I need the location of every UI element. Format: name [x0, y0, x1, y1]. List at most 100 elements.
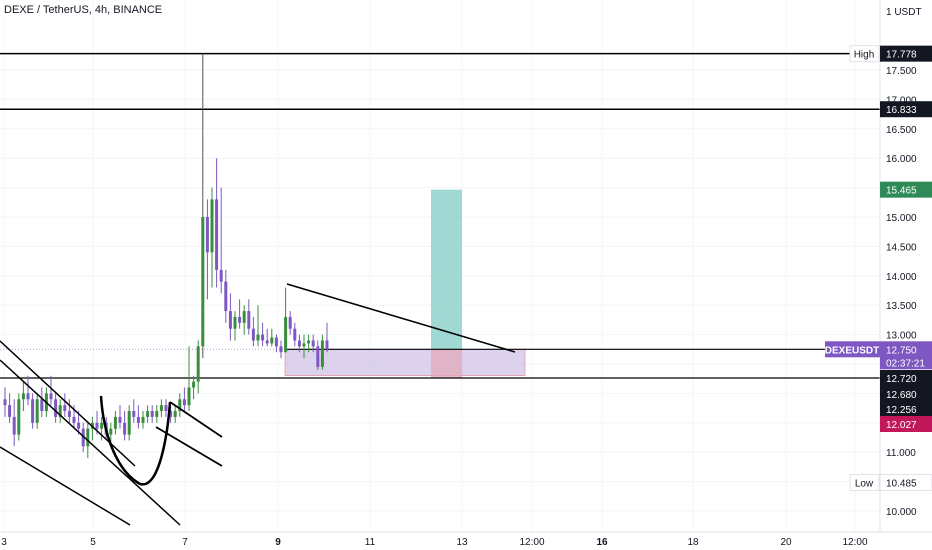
candle-body [274, 337, 278, 347]
down-trendline [0, 359, 181, 526]
time-tick-label: 16 [596, 537, 608, 548]
High-price-value: 17.778 [886, 50, 917, 61]
candle-body [127, 411, 131, 435]
trend-drawings [0, 283, 516, 526]
support-1-price-label-bg [880, 370, 932, 386]
price-tick-label: 14.000 [886, 272, 917, 283]
candle-body [113, 416, 117, 429]
candle-body [141, 416, 145, 423]
target-zone [431, 189, 462, 350]
time-tick-label: 7 [182, 537, 188, 548]
triangle-resistance-line [286, 283, 516, 353]
support-1-price-value: 12.720 [886, 374, 917, 385]
candle-body [320, 340, 324, 367]
flag-line [155, 426, 223, 467]
candle-body [178, 399, 182, 412]
time-axis[interactable]: 3 5 7 9 11 13 12:00 16 18 20 12:00 [0, 531, 932, 548]
candle-body [182, 399, 186, 406]
time-tick-label: 13 [456, 537, 468, 548]
support-zone [284, 349, 526, 377]
candle-body [136, 416, 140, 423]
countdown-timer: 02:37:21 [886, 358, 925, 369]
candle-body [109, 428, 113, 435]
grid-lines [0, 0, 880, 532]
candle-body [293, 328, 297, 341]
price-tick-label: 17.500 [886, 66, 917, 77]
candle-body [67, 411, 71, 417]
candle-body [307, 340, 311, 344]
flag-line [169, 401, 223, 438]
time-tick-label: 20 [780, 537, 792, 548]
price-tick-label: 17.000 [886, 95, 917, 106]
candle-body [12, 416, 16, 435]
time-tick-label: 12:00 [842, 537, 867, 548]
candle-body [146, 411, 150, 417]
price-tick-label: 13.500 [886, 301, 917, 312]
symbol-tag: DEXEUSDT [825, 345, 879, 356]
candle-body [242, 311, 246, 323]
candle-body [279, 346, 283, 353]
High-price-label-bg [880, 45, 932, 62]
High-tag-bg [849, 45, 880, 63]
candle-body [284, 316, 288, 353]
candle-body [118, 416, 122, 423]
resistance-2-price-label-bg [880, 101, 932, 118]
Low-tag-bg [849, 473, 880, 491]
down-trendline [0, 340, 136, 467]
candle-body [215, 199, 219, 270]
candle-body [325, 340, 329, 350]
candle-body [150, 411, 154, 417]
candle-body [297, 340, 301, 347]
candle-body [54, 399, 58, 417]
candle-body [100, 422, 104, 429]
current-price-label-bg [880, 341, 932, 370]
price-tick-label: 15.000 [886, 213, 917, 224]
horizontal-levels [0, 52, 880, 379]
price-tick-label: 14.500 [886, 242, 917, 253]
candle-body [123, 422, 127, 435]
entry-price-value: 12.680 [886, 390, 917, 401]
entry-price-label-bg [880, 386, 932, 402]
candle-body [21, 393, 25, 400]
cup-pattern-curve [99, 395, 172, 486]
candle-body [132, 411, 136, 417]
candle-body [81, 428, 85, 447]
candle-body [72, 416, 76, 423]
candlestick-series [3, 53, 329, 459]
candle-body [95, 422, 99, 429]
price-tick-label: 11.000 [886, 448, 916, 459]
candle-body [3, 399, 7, 406]
time-tick-label: 11 [365, 537, 376, 548]
price-tick-label: 10.000 [886, 507, 917, 518]
Low-price-label-bg [879, 473, 932, 491]
candle-body [251, 328, 255, 341]
candle-body [219, 269, 223, 282]
stop-zone [431, 349, 462, 379]
candle-body [8, 405, 12, 417]
time-tick-label: 18 [687, 537, 699, 548]
resistance-2-price-value: 16.833 [886, 105, 917, 116]
candle-body [224, 281, 228, 312]
candle-body [261, 334, 265, 341]
target-price-label-bg [880, 181, 932, 198]
target-price-value: 15.465 [886, 186, 917, 197]
candle-body [169, 411, 173, 417]
candle-body [26, 393, 30, 400]
candle-body [159, 405, 163, 412]
stop-2-price-label-bg [880, 416, 932, 432]
price-labels: 17.778 High 16.833 15.465 12.750 02:37:21 DEXE… [825, 45, 932, 491]
position-zones [284, 189, 526, 379]
candle-body [302, 343, 306, 347]
down-trendline [0, 446, 131, 526]
time-tick-label: 12:00 [519, 537, 544, 548]
candle-body [17, 399, 21, 435]
stop-2-price-value: 12.027 [886, 420, 917, 431]
candle-body [256, 334, 260, 341]
price-axis[interactable]: 1 USDT10.00010.50011.00011.50012.00012.5… [879, 0, 922, 532]
candle-body [247, 311, 251, 329]
candle-body [187, 387, 191, 406]
price-tick-label: 16.000 [886, 154, 917, 165]
candle-body [270, 337, 274, 344]
candle-body [40, 399, 44, 412]
